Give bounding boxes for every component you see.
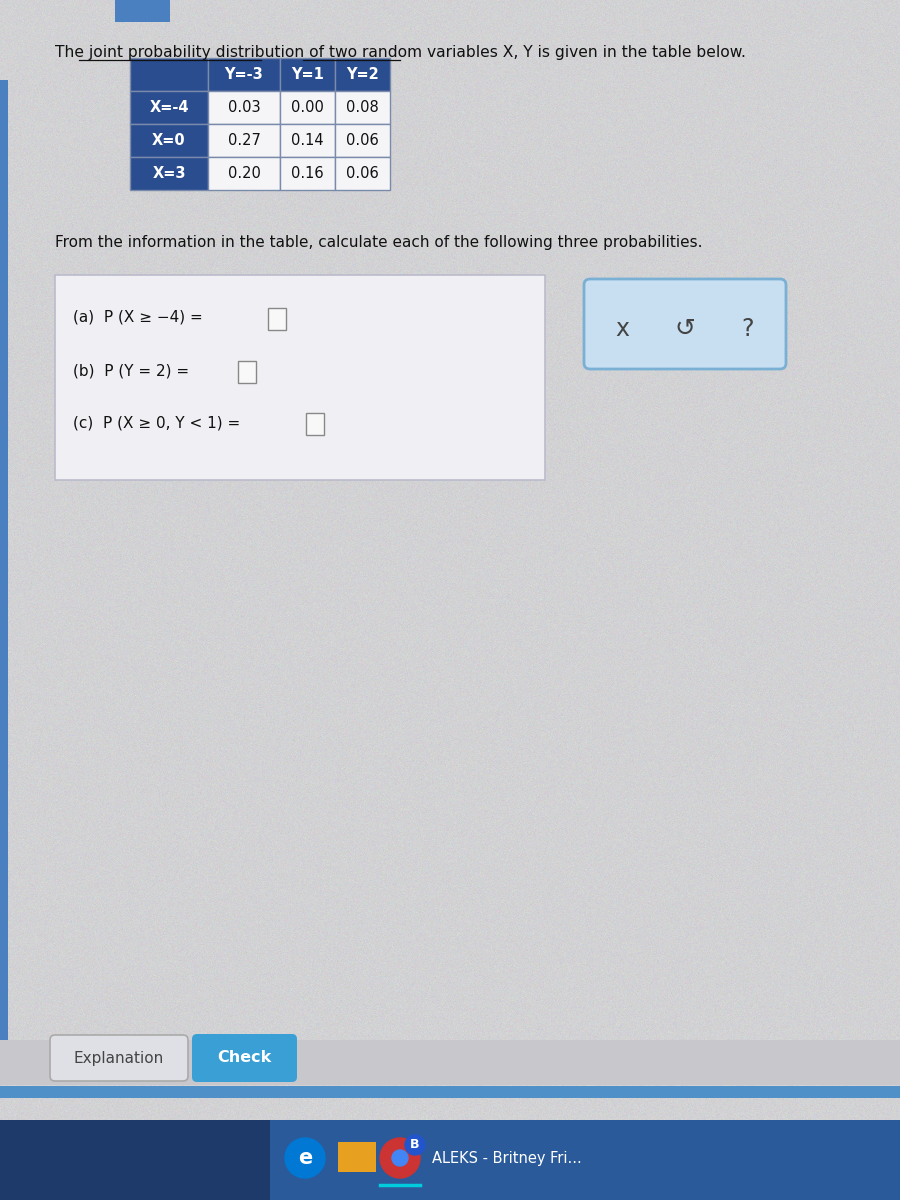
- Text: (a)  P (X ≥ −4) =: (a) P (X ≥ −4) =: [73, 310, 203, 325]
- Bar: [0, 1040, 900, 1085]
- Text: X=3: X=3: [152, 166, 185, 181]
- FancyBboxPatch shape: [55, 275, 545, 480]
- Text: 0.27: 0.27: [228, 133, 260, 148]
- Text: X=-4: X=-4: [149, 100, 189, 115]
- Bar: [208, 58, 280, 91]
- Bar: [306, 413, 324, 434]
- Text: e: e: [298, 1148, 312, 1168]
- Bar: [280, 157, 335, 190]
- Text: Y=1: Y=1: [291, 67, 324, 82]
- FancyBboxPatch shape: [50, 1034, 188, 1081]
- Text: x: x: [615, 317, 629, 341]
- Bar: [208, 124, 280, 157]
- Bar: [280, 124, 335, 157]
- Bar: [280, 91, 335, 124]
- FancyBboxPatch shape: [338, 1142, 376, 1172]
- Circle shape: [405, 1135, 425, 1154]
- Bar: [335, 157, 390, 190]
- Text: Y=-3: Y=-3: [225, 67, 264, 82]
- Circle shape: [380, 1138, 420, 1178]
- Text: 0.03: 0.03: [228, 100, 260, 115]
- Bar: [130, 157, 208, 190]
- Circle shape: [285, 1138, 325, 1178]
- Bar: [0, 1120, 900, 1200]
- Text: From the information in the table, calculate each of the following three probabi: From the information in the table, calcu…: [55, 235, 703, 250]
- Bar: [130, 91, 208, 124]
- Text: (c)  P (X ≥ 0, Y < 1) =: (c) P (X ≥ 0, Y < 1) =: [73, 415, 240, 430]
- Bar: [0, 1120, 270, 1200]
- Bar: [208, 157, 280, 190]
- Bar: [0, 80, 8, 1080]
- Bar: [130, 124, 208, 157]
- Bar: [208, 91, 280, 124]
- Text: Explanation: Explanation: [74, 1050, 164, 1066]
- Text: 0.08: 0.08: [346, 100, 379, 115]
- Bar: [130, 58, 208, 91]
- Text: Check: Check: [218, 1050, 272, 1066]
- Text: B: B: [410, 1139, 419, 1152]
- Text: 0.06: 0.06: [346, 166, 379, 181]
- Text: ALEKS - Britney Fri...: ALEKS - Britney Fri...: [432, 1151, 581, 1165]
- Text: ?: ?: [742, 317, 754, 341]
- Bar: [268, 308, 286, 330]
- Bar: [280, 58, 335, 91]
- Text: ↺: ↺: [674, 317, 696, 341]
- Text: 0.06: 0.06: [346, 133, 379, 148]
- Text: 0.20: 0.20: [228, 166, 260, 181]
- Text: (b)  P (Y = 2) =: (b) P (Y = 2) =: [73, 362, 189, 378]
- Text: 0.14: 0.14: [292, 133, 324, 148]
- Text: 0.16: 0.16: [292, 166, 324, 181]
- FancyBboxPatch shape: [338, 1156, 356, 1164]
- FancyBboxPatch shape: [192, 1034, 297, 1082]
- Bar: [335, 58, 390, 91]
- Circle shape: [392, 1150, 408, 1166]
- Bar: [335, 124, 390, 157]
- Bar: [238, 361, 256, 383]
- Text: 0.00: 0.00: [291, 100, 324, 115]
- Text: The joint probability distribution of two random variables X, Y is given in the : The joint probability distribution of tw…: [55, 44, 746, 60]
- Bar: [115, 0, 170, 22]
- Bar: [0, 1086, 900, 1098]
- Text: X=0: X=0: [152, 133, 185, 148]
- Bar: [335, 91, 390, 124]
- Text: Y=2: Y=2: [346, 67, 379, 82]
- FancyBboxPatch shape: [584, 278, 786, 370]
